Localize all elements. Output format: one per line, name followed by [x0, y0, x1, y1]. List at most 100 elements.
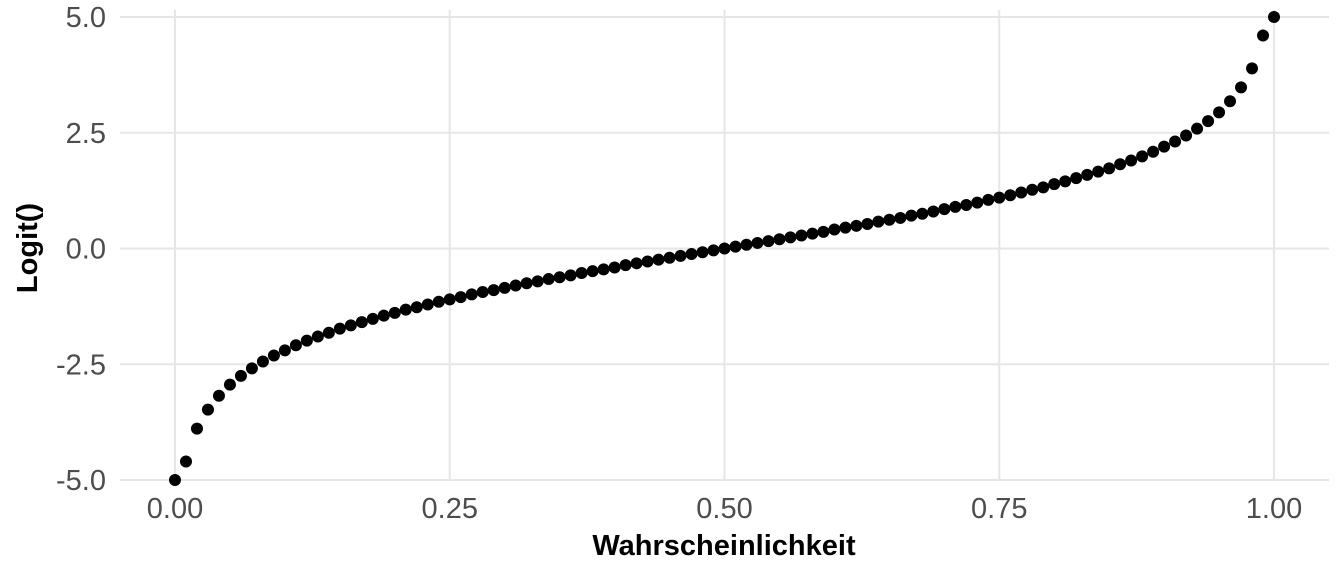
data-point — [509, 279, 522, 292]
data-point — [960, 198, 973, 211]
data-point — [169, 474, 181, 486]
data-point — [630, 257, 643, 270]
x-tick-label: 1.00 — [1246, 493, 1302, 525]
data-point — [344, 319, 357, 332]
data-point — [223, 378, 236, 391]
y-tick-labels: -5.0 -2.5 0.0 2.5 5.0 — [56, 2, 106, 497]
data-point — [1125, 154, 1138, 167]
data-point — [1202, 115, 1215, 128]
data-point — [828, 223, 841, 236]
data-point — [1092, 165, 1105, 178]
data-point — [795, 229, 808, 242]
data-point — [487, 284, 500, 297]
data-point — [1037, 181, 1050, 194]
data-point — [773, 233, 786, 246]
data-point — [1103, 162, 1116, 175]
x-tick-label: 0.00 — [147, 493, 203, 525]
data-point — [850, 219, 863, 232]
data-point — [883, 213, 896, 226]
data-point — [652, 253, 665, 266]
data-point — [916, 207, 929, 220]
data-point — [729, 240, 742, 253]
data-point — [465, 288, 478, 301]
data-point — [564, 269, 577, 282]
x-axis-title: Wahrscheinlichkeit — [592, 530, 856, 562]
data-point — [839, 221, 852, 234]
data-point — [641, 255, 654, 268]
data-point — [861, 217, 874, 230]
data-point — [575, 267, 588, 280]
data-point — [1048, 178, 1061, 191]
x-tick-labels: 0.00 0.25 0.50 0.75 1.00 — [147, 493, 1302, 525]
data-point — [751, 236, 764, 249]
data-point — [553, 271, 566, 284]
data-point — [597, 263, 610, 276]
data-point — [377, 309, 390, 322]
data-point — [982, 193, 995, 206]
x-tick-label: 0.50 — [696, 493, 752, 525]
data-point — [1026, 183, 1039, 196]
data-point — [432, 295, 445, 308]
data-point — [872, 215, 885, 228]
data-point — [179, 455, 192, 468]
data-point — [1213, 106, 1226, 119]
data-point — [1257, 29, 1270, 42]
data-point — [696, 246, 709, 259]
data-point — [498, 281, 511, 294]
data-point — [311, 330, 324, 343]
data-point — [421, 298, 434, 311]
data-point — [927, 205, 940, 218]
data-point — [718, 242, 731, 255]
data-point — [245, 362, 258, 375]
data-point — [762, 235, 775, 248]
data-point — [905, 209, 918, 222]
data-point — [366, 312, 379, 325]
data-point — [685, 248, 698, 261]
data-point — [190, 422, 203, 435]
data-point — [663, 251, 676, 264]
data-point — [1147, 145, 1160, 158]
data-point — [520, 277, 533, 290]
data-point — [784, 231, 797, 244]
data-point — [894, 211, 907, 224]
y-tick-label: 2.5 — [66, 118, 106, 150]
data-point — [201, 403, 214, 416]
data-point — [410, 301, 423, 314]
data-point — [212, 389, 225, 402]
data-point — [454, 291, 467, 304]
data-point — [938, 203, 951, 216]
x-tick-label: 0.75 — [971, 493, 1027, 525]
y-axis-title: Logit() — [12, 203, 44, 293]
y-tick-label: -5.0 — [56, 465, 106, 497]
data-point — [1070, 172, 1083, 185]
data-point — [817, 225, 830, 238]
data-point — [300, 334, 313, 347]
data-point — [608, 261, 621, 274]
data-point — [1015, 186, 1028, 199]
data-point — [1136, 150, 1149, 163]
data-point — [1180, 129, 1193, 142]
data-point — [1235, 81, 1248, 94]
data-point — [289, 339, 302, 352]
data-point — [333, 322, 346, 335]
data-point — [586, 265, 599, 278]
data-point — [949, 200, 962, 213]
data-point — [740, 238, 753, 251]
data-point — [619, 259, 632, 272]
y-gridlines — [120, 16, 1329, 481]
data-point — [1081, 168, 1094, 181]
y-tick-label: 0.0 — [66, 234, 106, 266]
x-tick-label: 0.25 — [422, 493, 478, 525]
data-point — [1004, 189, 1017, 202]
data-point — [322, 326, 335, 339]
data-point — [971, 196, 984, 209]
y-tick-label: -2.5 — [56, 349, 106, 381]
data-point — [1224, 95, 1237, 108]
data-point — [267, 349, 280, 362]
data-point — [1268, 11, 1280, 23]
data-point — [1169, 135, 1182, 148]
data-point — [531, 275, 544, 288]
data-point — [1059, 175, 1072, 188]
data-point — [234, 369, 247, 382]
